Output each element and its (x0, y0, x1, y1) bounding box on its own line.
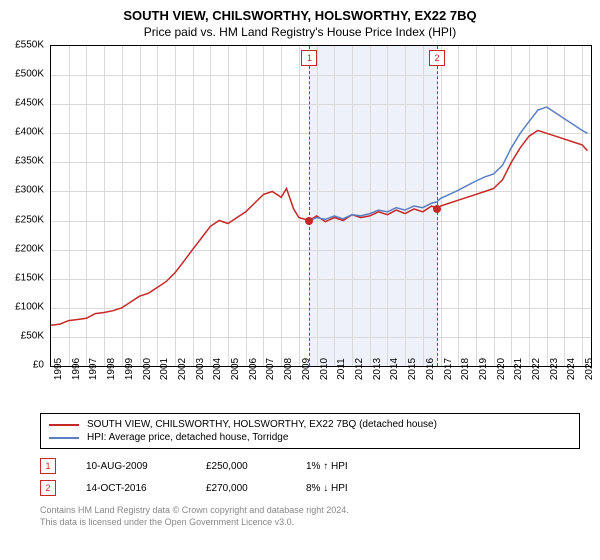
x-axis-label: 1996 (71, 358, 82, 380)
x-axis-label: 2013 (372, 358, 383, 380)
chart-subtitle: Price paid vs. HM Land Registry's House … (0, 23, 600, 45)
x-axis-label: 2008 (283, 358, 294, 380)
y-axis-label: £200K (15, 243, 44, 254)
transaction-row: 1 10-AUG-2009 £250,000 1% ↑ HPI (40, 455, 580, 477)
y-axis-label: £150K (15, 272, 44, 283)
x-axis-label: 2025 (584, 358, 595, 380)
y-axis-label: £350K (15, 156, 44, 167)
y-axis-label: £300K (15, 185, 44, 196)
y-axis-label: £500K (15, 69, 44, 80)
chart-container: SOUTH VIEW, CHILSWORTHY, HOLSWORTHY, EX2… (0, 0, 600, 560)
legend-item: HPI: Average price, detached house, Torr… (49, 431, 571, 444)
x-axis-label: 2023 (549, 358, 560, 380)
y-axis-label: £0 (33, 360, 44, 371)
x-axis-label: 2017 (443, 358, 454, 380)
transaction-price: £250,000 (206, 461, 276, 472)
legend: SOUTH VIEW, CHILSWORTHY, HOLSWORTHY, EX2… (40, 413, 580, 449)
x-axis-label: 2000 (142, 358, 153, 380)
plot-region: 12 (50, 45, 592, 367)
footer-line2: This data is licensed under the Open Gov… (40, 517, 580, 529)
series-line-property (51, 130, 588, 325)
x-axis-label: 2020 (496, 358, 507, 380)
y-axis-label: £250K (15, 214, 44, 225)
x-axis-label: 2007 (265, 358, 276, 380)
y-axis-label: £550K (15, 40, 44, 51)
y-axis-label: £400K (15, 127, 44, 138)
x-axis-label: 2014 (389, 358, 400, 380)
x-axis-label: 2012 (354, 358, 365, 380)
transactions-table: 1 10-AUG-2009 £250,000 1% ↑ HPI 2 14-OCT-2016… (40, 455, 580, 499)
legend-item: SOUTH VIEW, CHILSWORTHY, HOLSWORTHY, EX2… (49, 418, 571, 431)
series-svg (51, 46, 591, 366)
x-axis-label: 2009 (301, 358, 312, 380)
transaction-point (305, 217, 313, 225)
x-axis-label: 1999 (124, 358, 135, 380)
x-axis-label: 1997 (88, 358, 99, 380)
x-axis-label: 2002 (177, 358, 188, 380)
x-axis-label: 2003 (195, 358, 206, 380)
transaction-date: 10-AUG-2009 (86, 461, 176, 472)
x-axis-label: 2021 (513, 358, 524, 380)
x-axis-label: 2004 (212, 358, 223, 380)
x-axis-label: 2006 (248, 358, 259, 380)
y-axis-label: £50K (21, 330, 44, 341)
y-axis-label: £450K (15, 98, 44, 109)
legend-swatch (49, 437, 79, 439)
legend-label: HPI: Average price, detached house, Torr… (87, 432, 288, 443)
x-axis-label: 2019 (478, 358, 489, 380)
x-axis-label: 2016 (425, 358, 436, 380)
x-axis-label: 1995 (53, 358, 64, 380)
x-axis-label: 2011 (336, 358, 347, 380)
x-axis-label: 2005 (230, 358, 241, 380)
transaction-id-marker: 2 (40, 480, 56, 496)
transaction-price: £270,000 (206, 483, 276, 494)
chart-title: SOUTH VIEW, CHILSWORTHY, HOLSWORTHY, EX2… (0, 0, 600, 23)
footer-attribution: Contains HM Land Registry data © Crown c… (40, 505, 580, 528)
transaction-pct-vs-hpi: 1% ↑ HPI (306, 461, 396, 472)
legend-label: SOUTH VIEW, CHILSWORTHY, HOLSWORTHY, EX2… (87, 419, 437, 430)
transaction-row: 2 14-OCT-2016 £270,000 8% ↓ HPI (40, 477, 580, 499)
x-axis-label: 1998 (106, 358, 117, 380)
transaction-id-marker: 1 (40, 458, 56, 474)
chart-area: 12 £0£50K£100K£150K£200K£250K£300K£350K£… (50, 45, 590, 385)
legend-swatch (49, 424, 79, 426)
x-axis-label: 2022 (531, 358, 542, 380)
transaction-pct-vs-hpi: 8% ↓ HPI (306, 483, 396, 494)
transaction-date: 14-OCT-2016 (86, 483, 176, 494)
x-axis-label: 2024 (566, 358, 577, 380)
y-axis-label: £100K (15, 301, 44, 312)
x-axis-label: 2001 (159, 358, 170, 380)
x-axis-label: 2018 (460, 358, 471, 380)
x-axis-label: 2015 (407, 358, 418, 380)
x-axis-label: 2010 (319, 358, 330, 380)
transaction-point (433, 205, 441, 213)
footer-line1: Contains HM Land Registry data © Crown c… (40, 505, 580, 517)
